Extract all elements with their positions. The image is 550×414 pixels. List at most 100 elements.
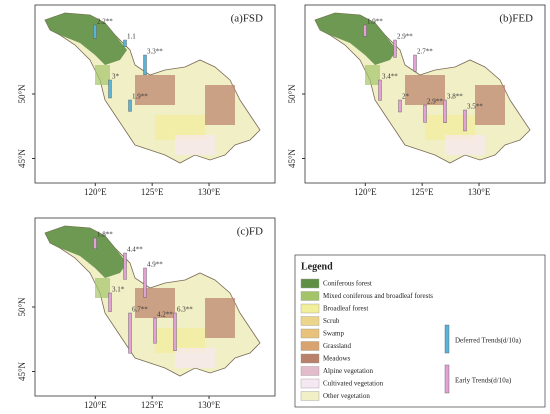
y-tick-label: 45°N [17, 361, 27, 381]
y-tick-label: 50°N [287, 84, 297, 104]
vegetation-patch [175, 135, 215, 155]
map-panel: (c)FD 120°E 125°E 130°E 45°N 50°N 1.8** 4.4** 4.… [17, 217, 276, 410]
map-panel: (b)FED 120°E 125°E 130°E 45°N 50°N 1.9** 2.9** 2… [287, 4, 546, 197]
trend-label: 6.7** [132, 306, 148, 314]
trend-bar [93, 237, 97, 250]
x-tick-label: 125°E [141, 187, 164, 197]
trend-bar [378, 79, 382, 101]
y-tick-label: 50°N [17, 84, 27, 104]
vegetation-patch [135, 75, 175, 105]
trend-bar [413, 54, 417, 72]
trend-bar [93, 24, 97, 39]
trend-label: 2.7** [417, 48, 433, 56]
legend-swatch [300, 353, 320, 364]
trend-bar [463, 109, 467, 132]
legend-swatch [300, 328, 320, 339]
trend-label: 2.9** [397, 33, 413, 41]
legend-swatch [300, 391, 320, 401]
vegetation-patch [95, 65, 110, 85]
legend-frame [294, 254, 546, 408]
trend-label: 3.3** [147, 48, 163, 56]
x-tick-label: 120°E [84, 400, 107, 410]
legend-swatch [300, 291, 320, 301]
trend-label: 3* [112, 73, 120, 81]
legend-label: Grassland [323, 342, 351, 350]
legend-bar [444, 324, 450, 354]
trend-bar [398, 99, 402, 113]
trend-bar [143, 267, 147, 298]
legend-label: Deferred Trends(d/10a) [455, 337, 522, 345]
panel-title: (b)FED [499, 13, 533, 25]
legend-label: Meadows [323, 355, 350, 363]
trend-label: 4.9** [147, 261, 163, 269]
vegetation-patch [205, 298, 235, 338]
trend-label: 1.8** [97, 231, 113, 239]
trend-bar [363, 24, 367, 37]
legend-swatch [300, 378, 320, 389]
legend-label: Coniferous forest [323, 280, 372, 288]
legend-swatch [300, 316, 320, 326]
y-tick-label: 50°N [17, 297, 27, 317]
trend-bar [153, 317, 157, 344]
trend-label: 2.9** [427, 98, 443, 106]
map-panel: (a)FSD 120°E 125°E 130°E 45°N 50°N 2.2** 1.1 3.3… [17, 4, 276, 197]
legend-label: Other vegetation [323, 392, 370, 400]
vegetation-patch [95, 278, 110, 298]
legend-label: Cultivated vegetation [323, 380, 384, 388]
trend-bar [423, 104, 427, 123]
x-tick-label: 125°E [141, 400, 164, 410]
legend-swatch [300, 366, 320, 376]
legend-label: Scrub [323, 317, 340, 325]
y-tick-label: 45°N [287, 148, 297, 168]
vegetation-patch [205, 85, 235, 125]
trend-bar [108, 79, 112, 99]
trend-bar [128, 99, 132, 112]
vegetation-patch [175, 348, 215, 368]
vegetation-patch [365, 65, 380, 85]
legend-bar [444, 364, 450, 394]
panel-title: (c)FD [237, 226, 263, 238]
trend-label: 1.9** [367, 18, 383, 26]
legend-swatch [300, 303, 320, 314]
trend-bar [173, 312, 177, 351]
vegetation-patch [445, 135, 485, 155]
trend-bar [143, 54, 147, 75]
trend-label: 3.5** [467, 103, 483, 111]
legend-swatch [300, 278, 320, 289]
vegetation-patch [405, 75, 445, 105]
trend-label: 3.1* [112, 286, 125, 294]
trend-label: 4.2** [157, 311, 173, 319]
legend-label: Mixed coniferous and broadleaf forests [323, 292, 433, 300]
legend-label: Alpine vegetation [323, 367, 373, 375]
x-tick-label: 130°E [468, 187, 491, 197]
legend-label: Early Trends(d/10a) [455, 377, 512, 385]
legend-label: Swamp [323, 330, 345, 338]
legend-label: Broadleaf forest [323, 305, 368, 313]
trend-label: 4.4** [127, 246, 143, 254]
x-tick-label: 120°E [354, 187, 377, 197]
trend-label: 2* [402, 93, 410, 101]
x-tick-label: 120°E [84, 187, 107, 197]
trend-label: 1.1 [127, 33, 136, 41]
trend-label: 6.3** [177, 306, 193, 314]
vegetation-patch [135, 288, 175, 318]
trend-label: 2.2** [97, 18, 113, 26]
trend-bar [123, 39, 127, 47]
trend-bar [123, 252, 127, 280]
x-tick-label: 130°E [198, 187, 221, 197]
trend-bar [128, 312, 132, 354]
trend-bar [443, 99, 447, 123]
vegetation-patch [475, 85, 505, 125]
trend-bar [393, 39, 397, 58]
panel-title: (a)FSD [231, 13, 263, 25]
trend-label: 3.8** [447, 93, 463, 101]
legend: Legend Coniferous forest Mixed coniferous … [294, 254, 546, 408]
trend-label: 3.4** [382, 73, 398, 81]
x-tick-label: 125°E [411, 187, 434, 197]
trend-bar [108, 292, 112, 312]
x-tick-label: 130°E [198, 400, 221, 410]
legend-swatch [300, 341, 320, 351]
trend-label: 1.9** [132, 93, 148, 101]
legend-title: Legend [301, 261, 333, 272]
